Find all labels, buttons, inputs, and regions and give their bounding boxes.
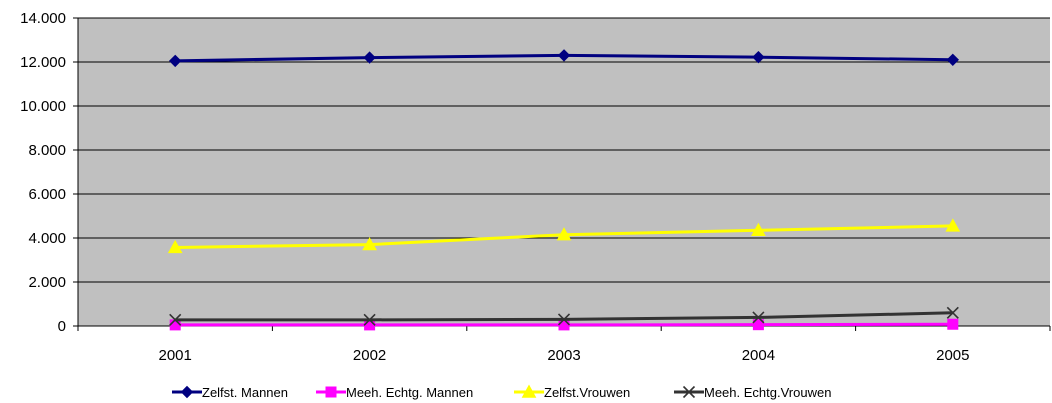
data-point — [557, 49, 571, 62]
data-point — [752, 311, 765, 324]
series-4 — [169, 306, 959, 326]
data-point — [946, 53, 960, 67]
legend-marker — [325, 386, 337, 398]
legend-label: Zelfst.Vrouwen — [544, 385, 630, 400]
y-tick-label: 14.000 — [20, 10, 66, 27]
y-tick-label: 8.000 — [28, 142, 66, 159]
y-tick-label: 2.000 — [28, 274, 66, 291]
data-point — [167, 239, 183, 254]
y-tick-label: 12.000 — [20, 54, 66, 71]
marker-stroke — [557, 313, 571, 326]
data-point — [945, 218, 961, 232]
legend-label: Meeh. Echtg. Mannen — [346, 385, 473, 400]
data-point — [363, 51, 376, 64]
y-tick-label: 10.000 — [20, 98, 66, 115]
marker-stroke — [946, 306, 959, 319]
data-point — [751, 222, 766, 236]
data-point — [752, 319, 764, 331]
marker-stroke — [363, 313, 376, 326]
data-point — [169, 313, 182, 326]
series-3 — [167, 218, 961, 254]
y-tick-label: 6.000 — [28, 186, 66, 203]
series-group — [167, 49, 961, 331]
legend-marker — [180, 385, 194, 399]
data-point — [363, 313, 376, 326]
data-point — [558, 319, 570, 331]
marker-stroke — [682, 385, 696, 399]
legend-label: Meeh. Echtg.Vrouwen — [704, 385, 831, 400]
data-point — [364, 319, 376, 331]
y-tick-label: 4.000 — [28, 230, 66, 247]
gridlines — [78, 17, 1050, 283]
x-tick-label: 2002 — [353, 347, 386, 364]
y-tick-label: 0 — [58, 318, 66, 335]
marker-stroke — [752, 311, 765, 324]
plot-area — [78, 18, 1050, 326]
data-point — [556, 227, 572, 241]
legend-item: Zelfst. Mannen — [172, 385, 288, 400]
legend-marker — [521, 384, 537, 398]
x-tick-label: 2005 — [936, 347, 969, 364]
data-point — [947, 318, 959, 330]
legend-marker — [682, 385, 696, 399]
series-1 — [168, 49, 960, 68]
data-point — [168, 54, 182, 68]
marker-stroke — [169, 313, 182, 326]
data-point — [557, 313, 571, 326]
data-point — [752, 50, 765, 64]
legend-item: Meeh. Echtg. Mannen — [316, 385, 473, 400]
data-point — [946, 306, 959, 319]
legend: Zelfst. Mannen Meeh. Echtg. Mannen Zelfst.… — [172, 384, 831, 400]
axes: 0 2.000 4.000 6.000 8.000 10.000 12.000 14.000 2… — [20, 10, 1051, 364]
data-point — [362, 237, 377, 251]
legend-item: Meeh. Echtg.Vrouwen — [674, 385, 831, 400]
x-tick-label: 2004 — [742, 347, 775, 364]
legend-item: Zelfst.Vrouwen — [514, 384, 630, 400]
data-point — [169, 319, 181, 331]
x-tick-label: 2003 — [547, 347, 580, 364]
legend-label: Zelfst. Mannen — [202, 385, 288, 400]
x-tick-label: 2001 — [159, 347, 192, 364]
